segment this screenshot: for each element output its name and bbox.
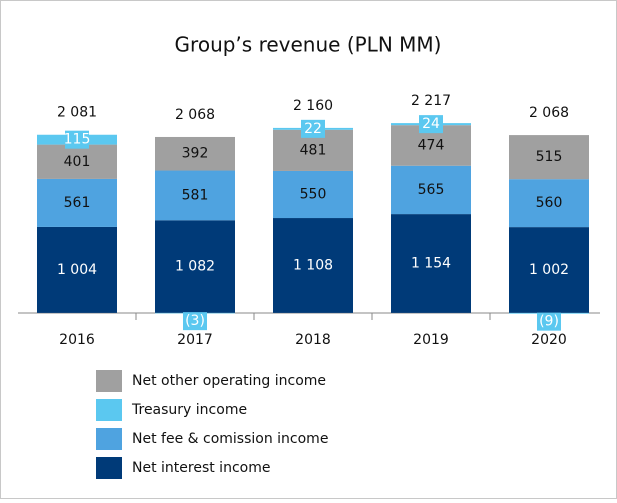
- bar-segment: [155, 220, 235, 313]
- value-label-box: [65, 130, 89, 149]
- bar-segment: [155, 170, 235, 221]
- bar-segment: [391, 214, 471, 313]
- value-label: 1 154: [411, 255, 451, 271]
- legend-label: Net interest income: [132, 460, 270, 476]
- x-tick-label: 2016: [59, 332, 95, 348]
- legend-swatch: [96, 428, 122, 450]
- x-tick-label: 2018: [295, 332, 331, 348]
- value-label: 474: [418, 137, 445, 153]
- total-label: 2 217: [411, 93, 451, 109]
- value-label: 515: [536, 149, 563, 165]
- value-label: 392: [182, 146, 209, 162]
- value-label-box: [301, 119, 325, 138]
- legend-label: Treasury income: [131, 402, 247, 418]
- bar-segment: [273, 170, 353, 219]
- bar-segment: [155, 136, 235, 171]
- bar-segment: [37, 226, 117, 313]
- value-label: (9): [539, 314, 559, 330]
- value-label: 1 108: [293, 257, 333, 273]
- bar-segment: [509, 135, 589, 180]
- value-label-box: [419, 115, 443, 134]
- value-label: 115: [64, 132, 91, 148]
- total-label: 2 068: [175, 107, 215, 123]
- value-label-box: [183, 312, 207, 331]
- bar-segment: [509, 179, 589, 228]
- value-label: (3): [185, 313, 205, 329]
- total-label: 2 081: [57, 105, 97, 121]
- value-label: 565: [418, 182, 445, 198]
- x-tick-label: 2019: [413, 332, 449, 348]
- value-label: 401: [64, 154, 91, 170]
- legend-swatch: [96, 457, 122, 479]
- legend-swatch: [96, 370, 122, 392]
- value-label: 560: [536, 195, 563, 211]
- chart-title: Group’s revenue (PLN MM): [175, 33, 442, 57]
- bar-segment: [509, 227, 589, 313]
- value-label: 561: [64, 195, 91, 211]
- bar-segment: [37, 178, 117, 227]
- value-label: 1 002: [529, 262, 569, 278]
- total-label: 2 160: [293, 98, 333, 114]
- legend-label: Net fee & comission income: [132, 431, 328, 447]
- bar-segment: [391, 165, 471, 215]
- value-label: 1 082: [175, 259, 215, 275]
- legend-label: Net other operating income: [132, 373, 326, 389]
- legend-swatch: [96, 399, 122, 421]
- value-label: 481: [300, 142, 327, 158]
- value-label: 581: [182, 187, 209, 203]
- value-label: 1 004: [57, 262, 97, 278]
- value-label-box: [537, 312, 561, 331]
- x-tick-label: 2017: [177, 332, 213, 348]
- value-label: 550: [300, 186, 327, 202]
- value-label: 24: [422, 116, 440, 132]
- bar-segment: [273, 218, 353, 313]
- value-label: 22: [304, 121, 322, 137]
- x-tick-label: 2020: [531, 332, 567, 348]
- total-label: 2 068: [529, 105, 569, 121]
- bar-segment: [37, 144, 117, 179]
